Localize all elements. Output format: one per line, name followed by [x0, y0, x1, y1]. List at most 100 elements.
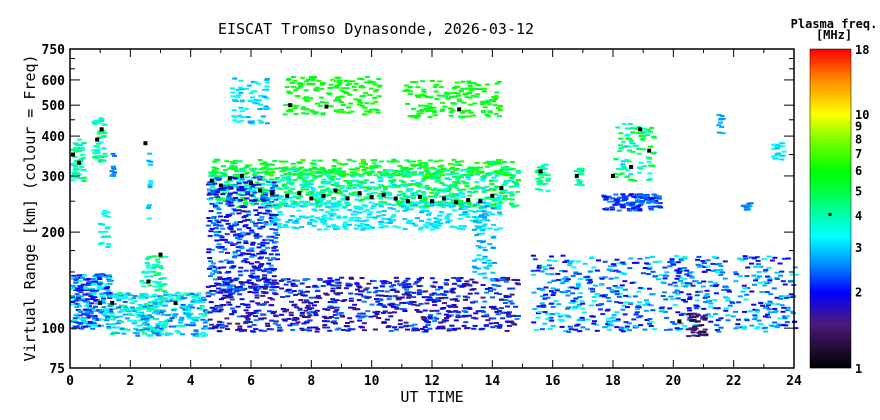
echo-dash [323, 228, 329, 231]
echo-dash [155, 324, 161, 327]
echo-dash [386, 218, 392, 221]
echo-dash [487, 205, 493, 208]
echo-dash [139, 330, 145, 333]
echo-dash [783, 324, 789, 327]
echo-dash [488, 322, 494, 325]
echo-dash [151, 263, 157, 266]
echo-dash [646, 179, 652, 181]
echo-dash [515, 279, 521, 282]
echo-dash [366, 213, 372, 216]
echo-dash [766, 308, 772, 311]
echo-dash [713, 285, 719, 287]
echo-dash [216, 330, 222, 333]
echo-dash [326, 171, 332, 173]
echo-dash [257, 159, 263, 161]
echo-dash [457, 189, 463, 192]
echo-dash [295, 95, 301, 98]
echo-dash [670, 298, 676, 301]
echo-dash [419, 276, 424, 279]
echo-dash [635, 126, 641, 129]
echo-dash [70, 287, 76, 290]
echo-dash [148, 275, 154, 278]
echo-dash [100, 286, 106, 289]
echo-dash [292, 179, 298, 181]
echo-dash [236, 241, 242, 244]
echo-dash [152, 308, 158, 311]
echo-dash [80, 154, 86, 157]
echo-dash [388, 175, 394, 178]
echo-dash [381, 217, 387, 220]
echo-dash [99, 242, 105, 244]
echo-dash [585, 318, 591, 321]
echo-dash [407, 86, 413, 89]
echo-dash [447, 107, 453, 110]
echo-dash [311, 159, 317, 162]
echo-dash [468, 209, 473, 212]
echo-dash [210, 172, 216, 175]
echo-dash [224, 317, 230, 320]
echo-dash [693, 304, 699, 307]
echo-dash [247, 120, 253, 123]
echo-dash [122, 328, 128, 331]
echo-dash [247, 321, 253, 324]
echo-dash [118, 294, 124, 297]
echo-dash [657, 260, 663, 263]
echo-dash [190, 321, 195, 324]
echo-dash [374, 164, 380, 167]
echo-dash [690, 331, 696, 334]
echo-dash [366, 187, 372, 190]
echo-dash [240, 303, 246, 306]
echo-dash [79, 289, 85, 292]
echo-dash [578, 278, 583, 281]
echo-dash [244, 316, 250, 319]
echo-dash [256, 287, 262, 290]
echo-dash [230, 244, 236, 246]
echo-dash [636, 204, 642, 207]
echo-dash [290, 329, 296, 331]
echo-dash [73, 150, 79, 153]
echo-dash [539, 295, 545, 298]
echo-dash [213, 234, 219, 237]
echo-dash [151, 300, 157, 303]
echo-dash [431, 292, 437, 295]
echo-dash [299, 205, 305, 208]
echo-dash [209, 192, 214, 195]
echo-dash [505, 278, 511, 281]
echo-dash [450, 291, 456, 294]
echo-dash [274, 194, 279, 197]
echo-dash [427, 115, 433, 118]
echo-dash [234, 175, 240, 178]
echo-dash [482, 261, 487, 264]
echo-dash [333, 292, 339, 295]
echo-dash [364, 81, 369, 84]
echo-dash [380, 174, 386, 177]
echo-dash [418, 302, 424, 305]
echo-dash [424, 320, 430, 323]
echo-dash [123, 295, 129, 298]
echo-dash [98, 281, 103, 284]
echo-dash [698, 330, 703, 333]
echo-dash [370, 81, 376, 84]
echo-dash [570, 292, 576, 295]
echo-dash [413, 191, 419, 194]
echo-dash [109, 333, 115, 336]
echo-dash [308, 97, 313, 100]
echo-dash [90, 278, 96, 281]
echo-dash [437, 214, 443, 217]
echo-dash [288, 291, 294, 294]
echo-dash [394, 328, 399, 331]
echo-dash [325, 217, 331, 220]
echo-dash [245, 176, 250, 179]
echo-dash [476, 232, 482, 235]
echo-dash [314, 216, 320, 219]
echo-dash [491, 162, 497, 165]
echo-dash [236, 182, 242, 185]
echo-dash [332, 313, 338, 316]
echo-dash [275, 233, 281, 236]
echo-dash [458, 89, 464, 92]
echo-dash [751, 303, 757, 306]
echo-dash [576, 319, 582, 322]
echo-dash [516, 172, 522, 174]
echo-dash [591, 322, 597, 325]
echo-dash [744, 275, 750, 278]
